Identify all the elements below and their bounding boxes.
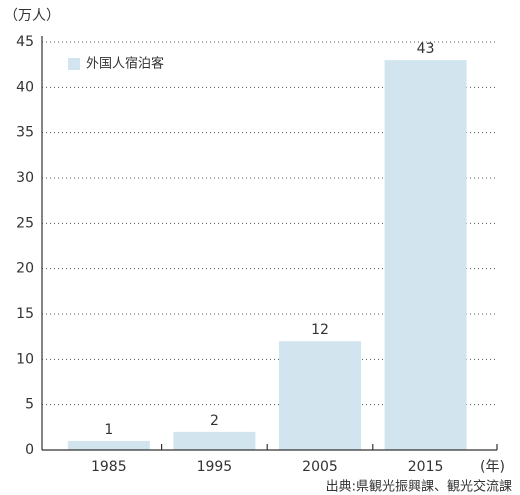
y-tick-label: 30: [16, 170, 34, 186]
y-tick-label: 45: [16, 34, 34, 50]
y-tick-label: 40: [16, 79, 34, 95]
y-axis-label: （万人）: [4, 8, 60, 24]
y-tick-label: 20: [16, 261, 34, 277]
legend-label: 外国人宿泊客: [86, 56, 164, 72]
y-tick-label: 5: [25, 397, 34, 413]
bar: [279, 341, 361, 450]
data-label: 2: [210, 413, 219, 429]
y-tick-label: 35: [16, 125, 34, 141]
bar: [67, 440, 150, 450]
bar: [384, 60, 467, 451]
y-tick-label: 10: [16, 351, 34, 367]
y-tick-label: 0: [25, 442, 34, 458]
data-label: 12: [311, 322, 329, 338]
y-tick-label: 25: [16, 215, 34, 231]
x-tick-label: 1985: [91, 459, 127, 475]
x-tick-label: 1995: [197, 459, 233, 475]
y-tick-label: 15: [16, 306, 34, 322]
source: 出典:県観光振興課、観光交流課: [326, 479, 512, 495]
x-axis-label: (年): [480, 459, 505, 475]
x-tick-label: 2015: [408, 459, 444, 475]
data-label: 43: [417, 41, 435, 57]
data-label: 1: [104, 422, 113, 438]
x-tick-label: 2005: [302, 459, 338, 475]
legend-swatch: [68, 58, 80, 70]
bar: [173, 431, 256, 450]
